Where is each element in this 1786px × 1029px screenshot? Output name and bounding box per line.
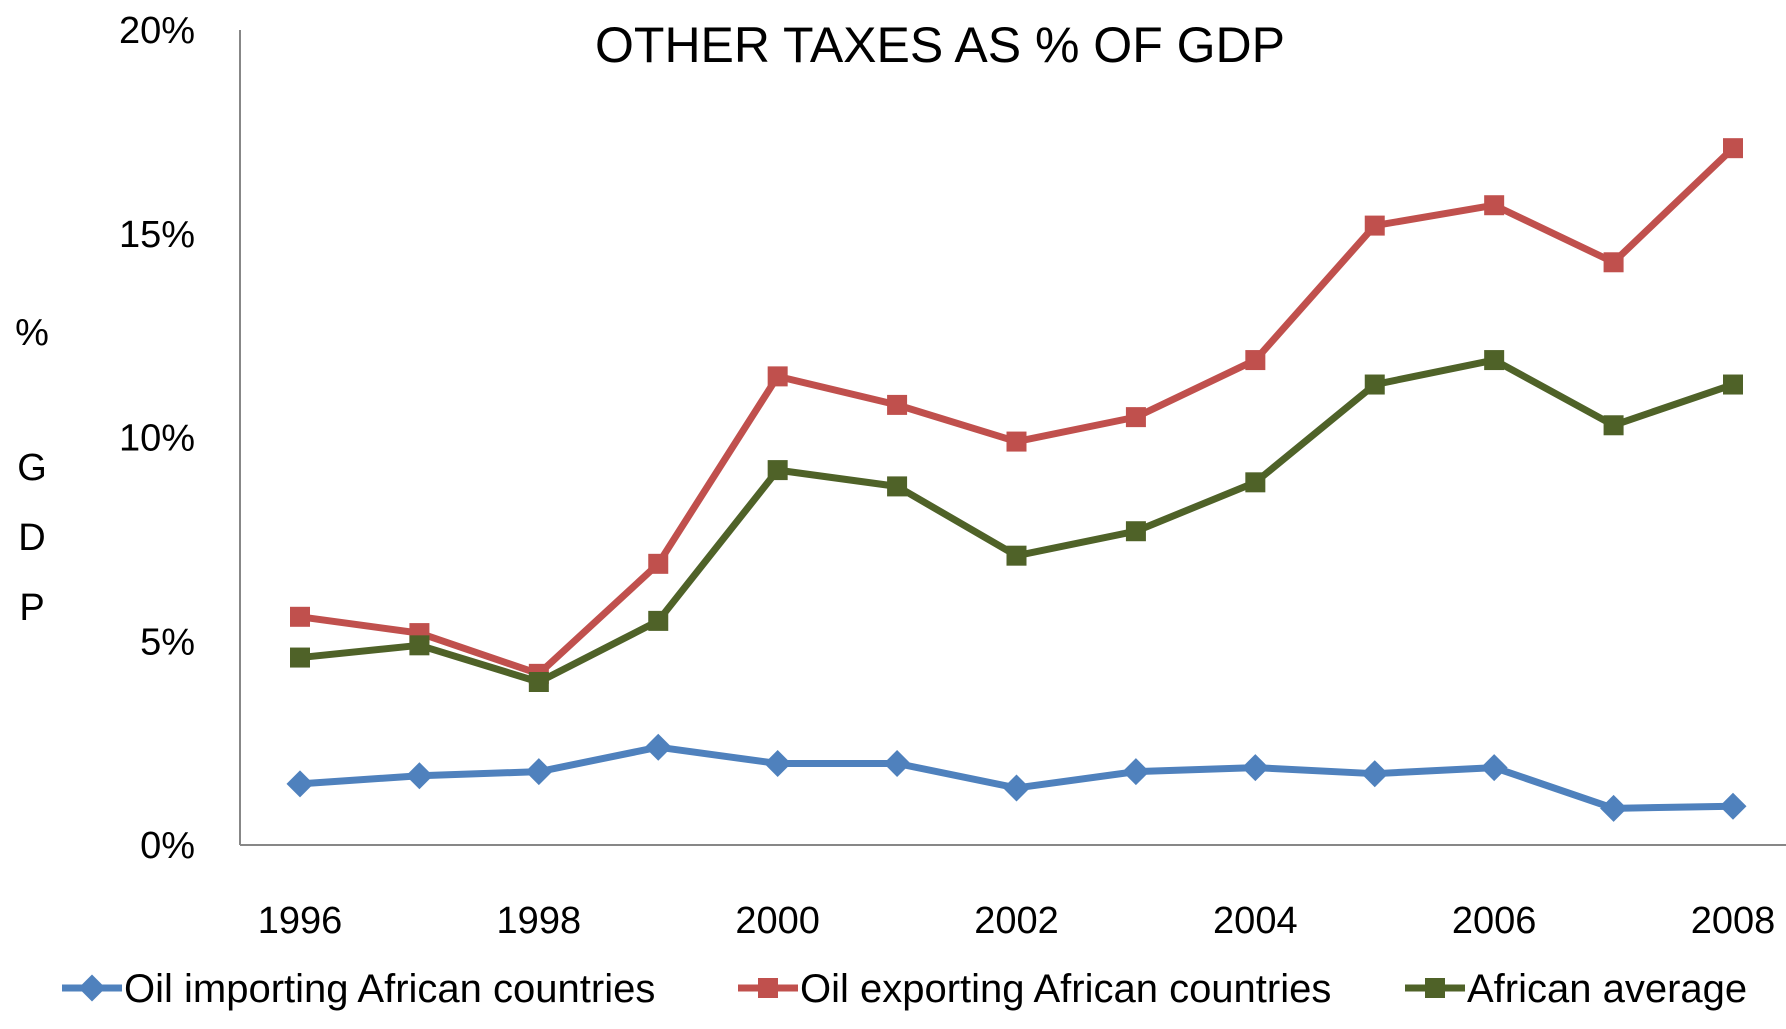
data-point-marker bbox=[1006, 545, 1027, 566]
legend-label: Oil exporting African countries bbox=[800, 967, 1331, 1011]
data-point-marker bbox=[1125, 521, 1146, 542]
data-point-marker bbox=[758, 978, 778, 998]
data-point-marker bbox=[1603, 415, 1624, 436]
data-point-marker bbox=[1719, 792, 1747, 820]
y-axis-label: % GDP bbox=[15, 312, 49, 629]
legend-item: Oil exporting African countries bbox=[738, 967, 1331, 1011]
series-group bbox=[290, 350, 1743, 692]
y-axis-label-char: % bbox=[15, 312, 49, 354]
data-point-marker bbox=[887, 476, 908, 497]
data-point-marker bbox=[286, 770, 314, 798]
data-point-marker bbox=[290, 647, 310, 668]
data-point-marker bbox=[1003, 774, 1030, 802]
data-point-marker bbox=[1006, 431, 1027, 452]
x-tick-label: 1996 bbox=[258, 900, 343, 942]
legend-label: Oil importing African countries bbox=[124, 967, 655, 1011]
data-point-marker bbox=[764, 750, 792, 777]
data-point-marker bbox=[1245, 472, 1266, 493]
data-point-marker bbox=[1723, 374, 1743, 395]
legend-item: Oil importing African countries bbox=[62, 967, 655, 1011]
data-point-marker bbox=[883, 750, 911, 777]
y-tick-label: 10% bbox=[119, 418, 195, 460]
x-tick-label: 2000 bbox=[735, 900, 820, 942]
data-point-marker bbox=[1364, 374, 1385, 395]
legend-item: African average bbox=[1405, 967, 1747, 1011]
data-point-marker bbox=[290, 606, 310, 627]
data-point-marker bbox=[648, 610, 669, 631]
data-point-marker bbox=[405, 762, 433, 790]
y-tick-labels: 0% 5% 10% 15% 20% bbox=[119, 10, 195, 867]
legend-label: African average bbox=[1467, 967, 1747, 1011]
series-line bbox=[296, 144, 1737, 678]
chart-title: OTHER TAXES AS % OF GDP bbox=[595, 17, 1285, 73]
y-axis-label-char: G bbox=[17, 447, 47, 489]
data-point-marker bbox=[409, 635, 430, 656]
series-layer bbox=[286, 138, 1747, 822]
data-point-marker bbox=[1125, 407, 1146, 428]
data-point-marker bbox=[1425, 978, 1445, 998]
y-axis-label-char: D bbox=[18, 517, 45, 559]
data-point-marker bbox=[1122, 758, 1150, 786]
y-axis-label-char: P bbox=[19, 587, 44, 629]
x-tick-label: 2002 bbox=[974, 900, 1059, 942]
y-tick-label: 20% bbox=[119, 10, 195, 52]
data-point-marker bbox=[767, 366, 788, 387]
y-tick-label: 0% bbox=[140, 825, 195, 867]
x-tick-labels: 1996 1998 2000 2002 2004 2006 2008 bbox=[258, 900, 1776, 942]
data-point-marker bbox=[525, 758, 553, 786]
data-point-marker bbox=[1364, 215, 1385, 236]
data-point-marker bbox=[1600, 794, 1628, 822]
data-point-marker bbox=[1245, 350, 1266, 371]
data-point-marker bbox=[1723, 138, 1743, 159]
data-point-marker bbox=[1241, 754, 1269, 782]
y-tick-label: 5% bbox=[140, 621, 195, 663]
legend: Oil importing African countries Oil expor… bbox=[62, 967, 1747, 1011]
data-point-marker bbox=[644, 733, 672, 761]
series-group bbox=[286, 733, 1747, 822]
data-point-marker bbox=[648, 553, 669, 574]
x-tick-label: 2008 bbox=[1691, 900, 1776, 942]
x-tick-label: 1998 bbox=[497, 900, 582, 942]
series-group bbox=[290, 138, 1743, 684]
data-point-marker bbox=[767, 460, 788, 481]
data-point-marker bbox=[1361, 760, 1389, 788]
x-tick-label: 2006 bbox=[1452, 900, 1537, 942]
data-point-marker bbox=[887, 394, 908, 415]
y-tick-label: 15% bbox=[119, 214, 195, 256]
data-point-marker bbox=[1484, 195, 1505, 216]
data-point-marker bbox=[78, 974, 106, 1002]
series-line bbox=[296, 356, 1737, 686]
data-point-marker bbox=[1603, 252, 1624, 273]
data-point-marker bbox=[1480, 754, 1508, 782]
data-point-marker bbox=[528, 672, 549, 692]
x-tick-label: 2004 bbox=[1213, 900, 1298, 942]
data-point-marker bbox=[1484, 350, 1505, 371]
